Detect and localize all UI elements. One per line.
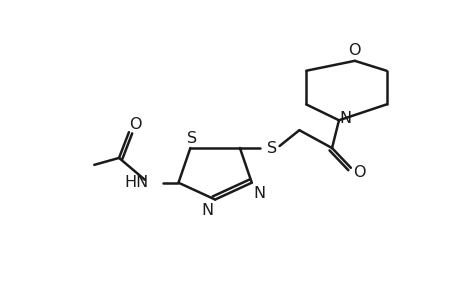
Text: N: N bbox=[253, 186, 265, 201]
Text: HN: HN bbox=[124, 175, 148, 190]
Text: N: N bbox=[201, 203, 213, 218]
Text: N: N bbox=[339, 111, 351, 126]
Text: S: S bbox=[187, 130, 197, 146]
Text: O: O bbox=[353, 165, 365, 180]
Text: S: S bbox=[266, 140, 276, 155]
Text: O: O bbox=[348, 44, 360, 59]
Text: O: O bbox=[129, 117, 141, 132]
